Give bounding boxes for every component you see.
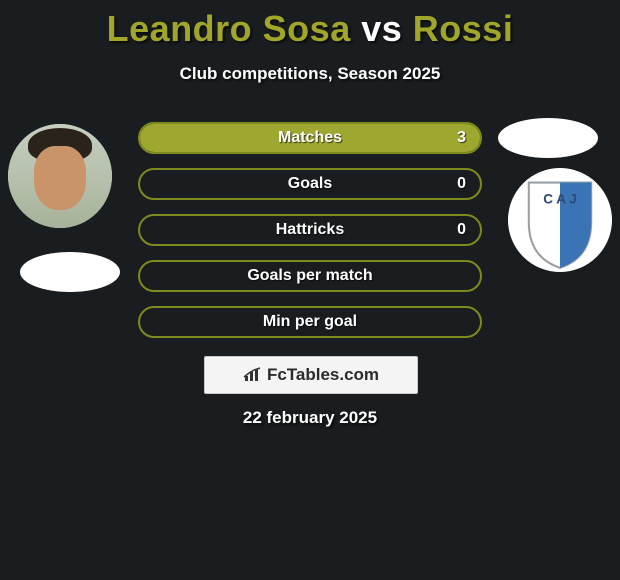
shield-icon: C A J	[508, 168, 612, 272]
subtitle: Club competitions, Season 2025	[0, 64, 620, 84]
date-text: 22 february 2025	[0, 408, 620, 428]
stat-bar-value: 3	[457, 129, 466, 147]
player-b-club-badge: C A J	[508, 168, 612, 272]
brand-box[interactable]: FcTables.com	[204, 356, 418, 394]
player-b-flag	[498, 118, 598, 158]
title-player-a: Leandro Sosa	[107, 8, 351, 49]
page-title: Leandro Sosa vs Rossi	[0, 0, 620, 50]
brand-text: FcTables.com	[267, 365, 379, 385]
title-player-b: Rossi	[413, 8, 514, 49]
stat-bar-goals-per-match: Goals per match	[138, 260, 482, 292]
stat-bar-matches: Matches 3	[138, 122, 482, 154]
stat-bars: Matches 3 Goals 0 Hattricks 0 Goals per …	[138, 122, 482, 352]
stat-bar-label: Goals	[288, 175, 332, 193]
stat-bar-label: Min per goal	[263, 313, 357, 331]
player-a-flag	[20, 252, 120, 292]
stat-bar-label: Hattricks	[276, 221, 344, 239]
svg-text:C A J: C A J	[543, 191, 577, 206]
stat-bar-label: Goals per match	[247, 267, 372, 285]
stat-bar-value: 0	[457, 221, 466, 239]
stat-bar-min-per-goal: Min per goal	[138, 306, 482, 338]
title-vs: vs	[361, 8, 402, 49]
stat-bar-value: 0	[457, 175, 466, 193]
stat-bar-label: Matches	[278, 129, 342, 147]
player-a-avatar	[8, 124, 112, 228]
stat-bar-hattricks: Hattricks 0	[138, 214, 482, 246]
bar-chart-icon	[243, 367, 263, 383]
stat-bar-goals: Goals 0	[138, 168, 482, 200]
